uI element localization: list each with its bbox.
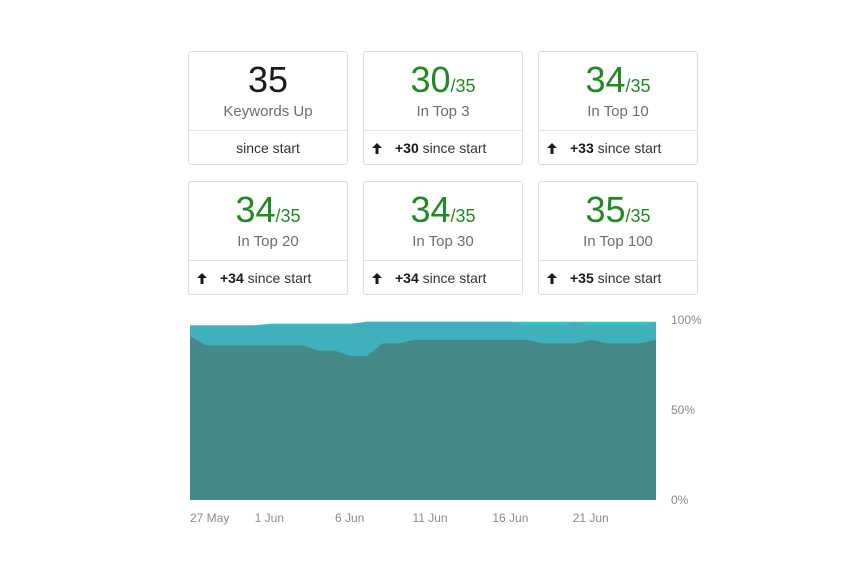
card-value-denominator: /35: [275, 206, 301, 226]
x-tick-label: 6 Jun: [335, 511, 364, 525]
x-tick-label: 1 Jun: [255, 511, 284, 525]
card-footer: +35 since start: [539, 261, 697, 294]
card-divider: [539, 260, 697, 261]
card-header: 35 Keywords Up: [189, 52, 347, 130]
card-in-top-100: 35/35 In Top 100 +35 since start: [538, 181, 698, 295]
x-tick-label: 11 Jun: [412, 511, 447, 525]
chart-areas: [190, 321, 656, 500]
card-label: In Top 10: [587, 103, 649, 120]
since-line: +34 since start: [220, 261, 311, 295]
delta-value: +34: [395, 270, 419, 286]
delta-value: +35: [570, 270, 594, 286]
card-header: 35/35 In Top 100: [539, 182, 697, 260]
card-in-top-30: 34/35 In Top 30 +34 since start: [363, 181, 523, 295]
arrow-up-icon: [372, 143, 382, 154]
since-line: +33 since start: [570, 131, 661, 165]
since-text: since start: [247, 270, 312, 286]
delta-value: +30: [395, 140, 419, 156]
card-keywords-up: 35 Keywords Up since start: [188, 51, 348, 165]
card-header: 34/35 In Top 10: [539, 52, 697, 130]
card-footer: +30 since start: [364, 131, 522, 164]
card-value-number: 35: [585, 189, 626, 230]
x-tick-label: 21 Jun: [573, 511, 609, 525]
since-line: +35 since start: [570, 261, 661, 295]
card-label: In Top 30: [412, 233, 474, 250]
card-value-denominator: /35: [450, 206, 476, 226]
since-text: since start: [422, 270, 487, 286]
card-header: 30/35 In Top 3: [364, 52, 522, 130]
card-value-denominator: /35: [450, 76, 476, 96]
card-footer: since start: [189, 131, 347, 164]
arrow-up-icon: [372, 273, 382, 284]
since-text: since start: [236, 140, 300, 156]
keyword-stats-grid: 35 Keywords Up since start 30/35 In Top …: [188, 51, 702, 297]
y-axis-ticks: 100% 50% 0%: [671, 313, 702, 507]
since-text: since start: [597, 270, 662, 286]
card-divider: [364, 130, 522, 131]
arrow-up-icon: [547, 143, 557, 154]
card-value-number: 34: [585, 59, 626, 100]
card-footer: +34 since start: [189, 261, 347, 294]
card-value-number: 35: [247, 59, 289, 100]
card-footer: +33 since start: [539, 131, 697, 164]
card-label: In Top 20: [237, 233, 299, 250]
area-series-top-10: [190, 336, 656, 500]
card-in-top-10: 34/35 In Top 10 +33 since start: [538, 51, 698, 165]
card-value: 35/35: [539, 188, 697, 238]
arrow-up-icon: [547, 273, 557, 284]
card-in-top-3: 30/35 In Top 3 +30 since start: [363, 51, 523, 165]
card-footer: +34 since start: [364, 261, 522, 294]
delta-value: +34: [220, 270, 244, 286]
y-tick-label: 100%: [671, 313, 702, 327]
card-value-number: 34: [235, 189, 276, 230]
card-value: 34/35: [364, 188, 522, 238]
card-divider: [189, 260, 347, 261]
card-value: 34/35: [539, 58, 697, 108]
card-value: 34/35: [189, 188, 347, 238]
since-text: since start: [597, 140, 662, 156]
since-text: since start: [422, 140, 487, 156]
card-label: In Top 100: [583, 233, 653, 250]
card-value: 35: [189, 58, 347, 102]
card-divider: [364, 260, 522, 261]
x-axis-ticks: 27 May 1 Jun 6 Jun 11 Jun 16 Jun 21 Jun: [190, 511, 609, 525]
card-label: Keywords Up: [223, 103, 313, 120]
card-value-number: 34: [410, 189, 451, 230]
card-value-denominator: /35: [625, 206, 651, 226]
x-tick-label: 27 May: [190, 511, 229, 525]
card-value-number: 30: [410, 59, 451, 100]
y-tick-label: 50%: [671, 403, 695, 417]
card-label: In Top 3: [416, 103, 470, 120]
ranking-area-chart: 100% 50% 0% 27 May 1 Jun 6 Jun 11 Jun 16 Jun 21…: [190, 313, 702, 525]
delta-value: +33: [570, 140, 594, 156]
card-divider: [189, 130, 347, 131]
card-divider: [539, 130, 697, 131]
card-value-denominator: /35: [625, 76, 651, 96]
arrow-up-icon: [197, 273, 207, 284]
card-header: 34/35 In Top 30: [364, 182, 522, 260]
card-value: 30/35: [364, 58, 522, 108]
since-line: +30 since start: [395, 131, 486, 165]
x-tick-label: 16 Jun: [492, 511, 528, 525]
since-line: +34 since start: [395, 261, 486, 295]
card-in-top-20: 34/35 In Top 20 +34 since start: [188, 181, 348, 295]
y-tick-label: 0%: [671, 493, 689, 507]
card-header: 34/35 In Top 20: [189, 182, 347, 260]
